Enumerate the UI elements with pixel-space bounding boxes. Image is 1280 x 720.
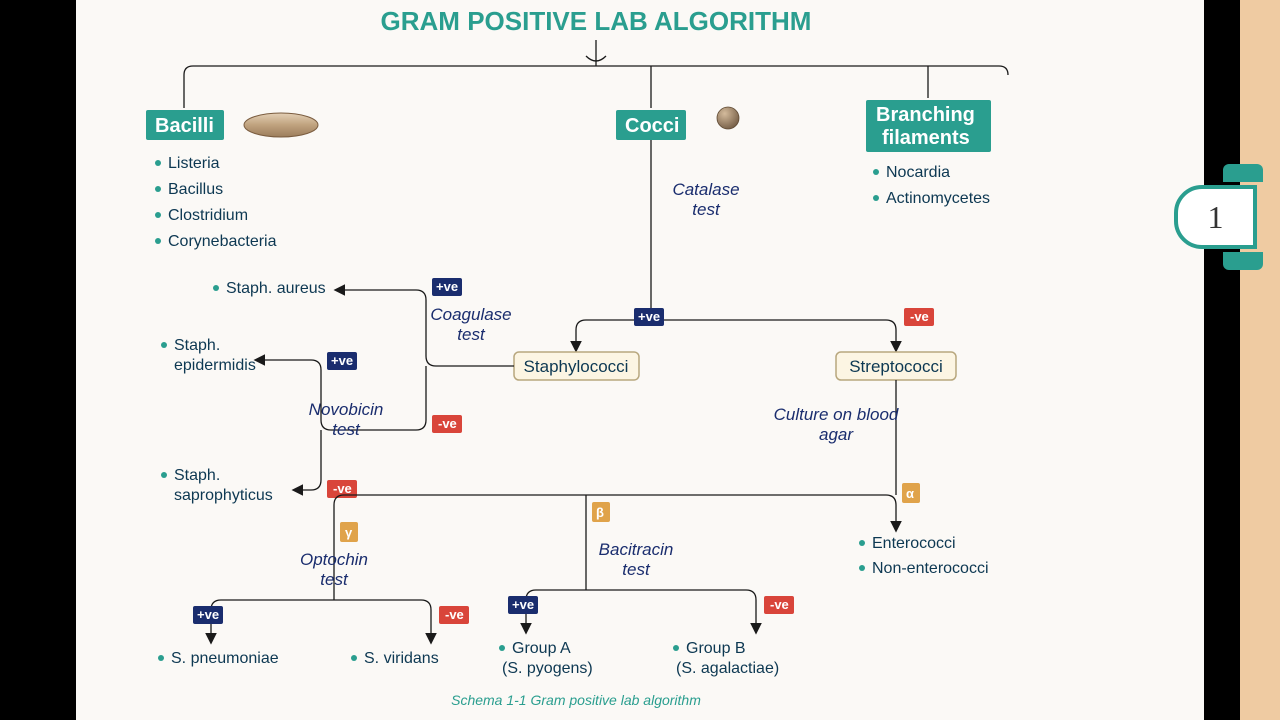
svg-text:Clostridium: Clostridium [168,207,248,224]
catalase-split [576,320,896,345]
bacilli-icon [244,113,318,137]
svg-text:+ve: +ve [436,279,458,294]
svg-text:-ve: -ve [438,416,457,431]
catalase-label: Catalasetest [672,180,739,219]
header-branching-l2: filaments [882,127,970,149]
result-group-b-sub: (S. agalactiae) [676,660,779,677]
svg-text:+ve: +ve [638,309,660,324]
svg-text:α: α [906,486,914,501]
svg-text:+ve: +ve [512,597,534,612]
optochin-label: Optochintest [300,550,368,589]
novobicin-label: Novobicintest [309,400,384,439]
arrow-aureus [336,290,426,300]
svg-text:Corynebacteria: Corynebacteria [168,233,277,250]
svg-text:Actinomycetes: Actinomycetes [886,190,990,207]
chapter-tab: 1 [1174,185,1257,249]
header-cocci-label: Cocci [625,115,679,137]
branching-list: Nocardia Actinomycetes [873,164,990,207]
result-staph-aureus: Staph. aureus [226,280,326,297]
svg-text:Nocardia: Nocardia [886,164,950,181]
svg-text:-ve: -ve [445,607,464,622]
bacilli-list: Listeria Bacillus Clostridium Corynebact… [155,155,277,250]
svg-text:+ve: +ve [331,353,353,368]
svg-text:-ve: -ve [333,481,352,496]
svg-text:Enterococci: Enterococci [872,535,956,552]
right-strip [1240,0,1280,720]
result-group-a-sub: (S. pyogens) [502,660,593,677]
svg-text:Listeria: Listeria [168,155,220,172]
svg-text:-ve: -ve [770,597,789,612]
alpha-list: Enterococci Non-enterococci [859,535,989,577]
result-pneumoniae: S. pneumoniae [171,650,279,667]
schema-caption: Schema 1-1 Gram positive lab algorithm [451,692,701,708]
cocci-icon [717,107,739,129]
svg-text:γ: γ [345,525,353,540]
bacitracin-label: Bacitracintest [599,540,674,579]
svg-text:Non-enterococci: Non-enterococci [872,560,989,577]
result-epidermidis: Staph.epidermidis [174,337,256,374]
novobicin-stem [321,370,331,480]
arrow-saprophyticus [294,480,321,490]
arrow-epidermidis [256,360,321,370]
box-streptococci-label: Streptococci [849,357,943,376]
root-connector [184,40,1008,108]
culture-label: Culture on bloodagar [774,405,899,444]
coagulase-label: Coagulasetest [430,305,511,344]
result-viridans: S. viridans [364,650,439,667]
result-saprophyticus: Staph.saprophyticus [174,467,273,504]
chapter-number: 1 [1208,199,1224,236]
diagram-svg: GRAM POSITIVE LAB ALGORITHM Bacilli Cocc… [76,0,1204,720]
result-group-b: Group B [686,640,746,657]
svg-text:Bacillus: Bacillus [168,181,223,198]
result-group-a: Group A [512,640,571,657]
svg-text:β: β [596,505,604,520]
box-staphylococci-label: Staphylococci [524,357,629,376]
page: GRAM POSITIVE LAB ALGORITHM Bacilli Cocc… [76,0,1204,720]
page-title: GRAM POSITIVE LAB ALGORITHM [381,6,812,36]
svg-text:-ve: -ve [910,309,929,324]
header-branching-l1: Branching [876,104,975,126]
optochin-split [211,585,431,635]
svg-text:+ve: +ve [197,607,219,622]
header-bacilli-label: Bacilli [155,115,214,137]
